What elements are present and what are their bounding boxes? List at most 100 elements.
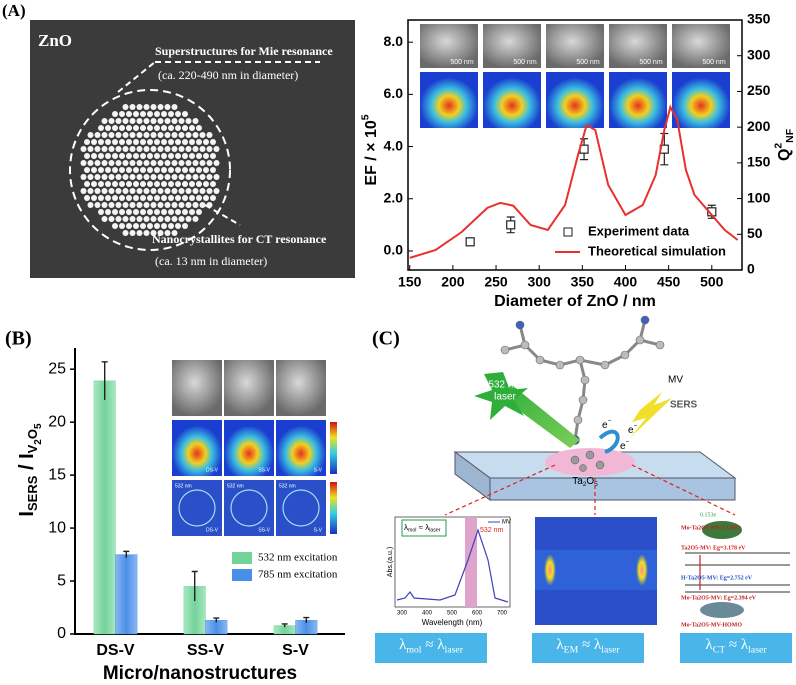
scale-bar-label: 500 nm xyxy=(576,59,600,66)
y2-tick-label: 100 xyxy=(747,189,771,205)
electron-label: e− xyxy=(628,423,638,436)
nanoparticle xyxy=(115,188,122,194)
nanoparticle xyxy=(119,195,125,201)
nanoparticle xyxy=(185,188,192,194)
nanoparticle xyxy=(84,181,90,187)
energy-label: Mo-Ta2O5-MV-LUMO xyxy=(681,525,741,531)
nanoparticle xyxy=(185,146,192,152)
x-axis-label: Micro/nanostructures xyxy=(103,663,297,684)
nanoparticle xyxy=(133,181,139,187)
nanoparticle xyxy=(182,125,188,131)
legend-marker xyxy=(563,227,573,237)
x-tick-label: 150 xyxy=(398,274,422,290)
nanoparticle xyxy=(182,139,188,145)
nanoparticle xyxy=(171,216,178,222)
mechanism-diagram: 532 nm laser MV SERS e− e− e− Ta2O5 λmol… xyxy=(375,315,792,663)
nanoparticle xyxy=(171,118,178,124)
nanoparticle xyxy=(112,153,118,159)
nanoparticle xyxy=(147,125,153,131)
nanoparticle xyxy=(136,202,143,208)
x-tick-label: DS-V xyxy=(96,642,135,659)
nanoparticle xyxy=(164,104,171,110)
nanoparticle xyxy=(122,104,129,110)
nanoparticle xyxy=(147,195,153,201)
nanoparticle xyxy=(101,174,108,180)
nanoparticle xyxy=(136,174,143,180)
nanoparticle xyxy=(168,223,174,229)
nanoparticle xyxy=(178,146,185,152)
inset-image xyxy=(224,420,274,476)
nanoparticle xyxy=(126,139,132,145)
y2-tick-label: 250 xyxy=(747,82,771,98)
colorbar xyxy=(330,422,337,474)
inset-ring xyxy=(230,489,268,527)
y-tick-label: 6.0 xyxy=(384,85,404,101)
nanoparticle xyxy=(115,132,122,138)
nanoparticle xyxy=(80,146,87,152)
y-tick-label: 5 xyxy=(57,572,66,589)
nanoparticle xyxy=(126,125,132,131)
nanoparticle xyxy=(168,111,174,117)
nanoparticle xyxy=(122,160,129,166)
marker-label: 532 nm xyxy=(480,527,504,534)
nanoparticle xyxy=(94,174,101,180)
text-part: laser xyxy=(429,528,441,534)
legend-label: Theoretical simulation xyxy=(588,243,726,258)
nanoparticle xyxy=(126,167,132,173)
text-part: laser xyxy=(601,645,620,656)
nanoparticle xyxy=(84,167,90,173)
sem-image: ZnO Superstructures for Mie resonance (c… xyxy=(30,20,355,278)
y-tick-label: 4.0 xyxy=(384,137,404,153)
nanoparticle xyxy=(185,174,192,180)
text-part: λ xyxy=(705,637,713,653)
nanoparticle xyxy=(133,111,139,117)
nanoparticle xyxy=(171,174,178,180)
inset-ring xyxy=(178,489,216,527)
text-part: ≈ λ xyxy=(416,523,429,532)
nanoparticle xyxy=(129,216,136,222)
y-tick-label: 2.0 xyxy=(384,189,404,205)
nanoparticle xyxy=(154,111,160,117)
nanoparticle xyxy=(199,174,206,180)
nanoparticle xyxy=(171,104,178,110)
y2-tick-label: 350 xyxy=(747,11,771,27)
condition-box xyxy=(532,633,644,663)
bar xyxy=(93,380,116,635)
legend-label: 532 nm excitation xyxy=(258,552,338,564)
scale-bar-label: 500 nm xyxy=(702,59,726,66)
error-bar xyxy=(191,570,198,602)
nanoparticle xyxy=(192,146,199,152)
field-inset xyxy=(672,72,730,128)
nanoparticle xyxy=(182,153,188,159)
inset-image xyxy=(224,360,274,416)
nanoparticle xyxy=(143,132,150,138)
nanoparticle xyxy=(203,167,209,173)
laser-label: laser xyxy=(494,392,516,403)
nanoparticle xyxy=(196,209,202,215)
nanoparticle xyxy=(210,195,216,201)
text-part: 5 xyxy=(33,423,44,429)
nanoparticle xyxy=(168,181,174,187)
nanoparticle xyxy=(136,132,143,138)
nanoparticle xyxy=(164,132,171,138)
inset-image xyxy=(224,480,274,536)
nanoparticle xyxy=(199,202,206,208)
y-tick-label: 20 xyxy=(48,413,66,430)
text-part: Ta xyxy=(572,476,583,487)
nanoparticle xyxy=(157,132,164,138)
inset-label: S-V xyxy=(314,467,323,473)
nanoparticle xyxy=(210,181,216,187)
material-label: ZnO xyxy=(38,31,72,50)
nanoparticle xyxy=(175,125,181,131)
nanoparticle xyxy=(105,153,111,159)
nanoparticle xyxy=(101,188,108,194)
nanoparticle xyxy=(94,202,101,208)
inset-image xyxy=(172,420,222,476)
nanoparticle xyxy=(182,223,188,229)
nanoparticle xyxy=(185,132,192,138)
condition-label: λmol ≈ λlaser xyxy=(399,637,464,655)
nanoparticle xyxy=(84,139,90,145)
nanoparticle xyxy=(101,202,108,208)
nanoparticle xyxy=(98,153,104,159)
